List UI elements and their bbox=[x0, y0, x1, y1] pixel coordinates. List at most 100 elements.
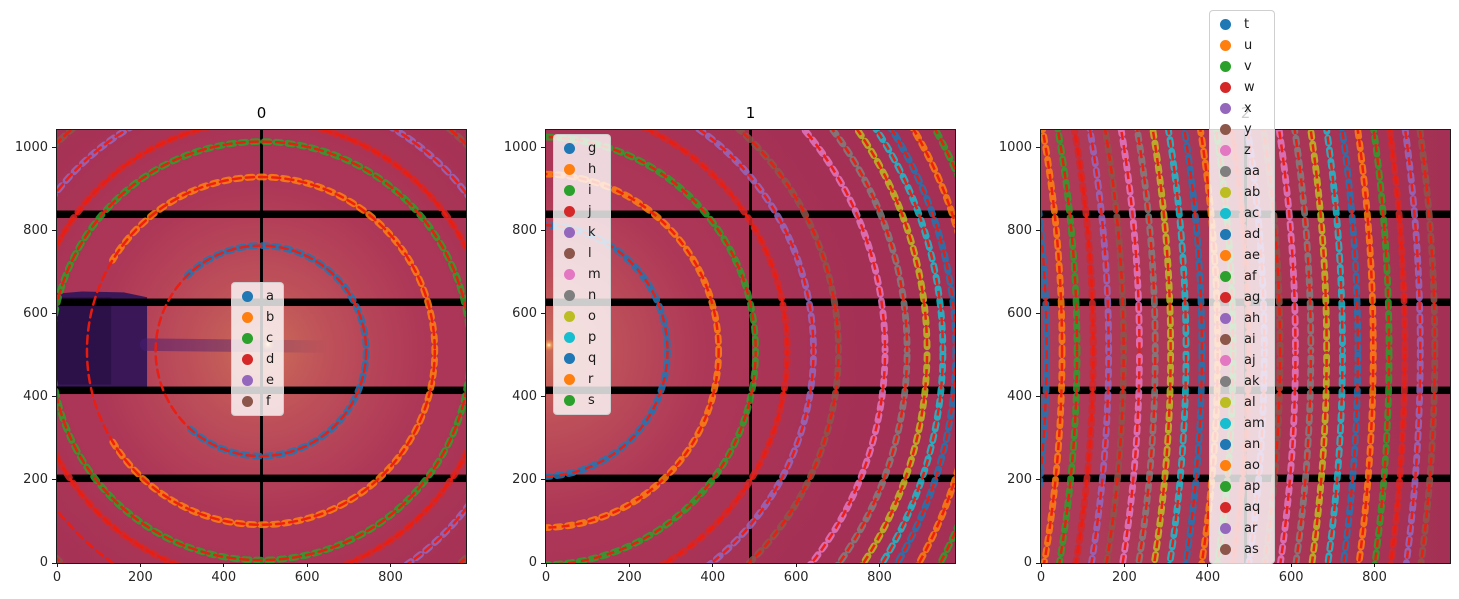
detector-image-panel-1 bbox=[546, 130, 955, 563]
legend-item-label: ak bbox=[1244, 374, 1260, 389]
y-tick-mark bbox=[52, 396, 56, 398]
x-tick-mark bbox=[1040, 563, 1042, 567]
y-tick-label: 400 bbox=[512, 388, 537, 404]
legend-item-as: as bbox=[1210, 539, 1265, 560]
y-tick-mark bbox=[541, 313, 545, 315]
legend-item-label: d bbox=[266, 352, 275, 367]
legend-marker-icon bbox=[564, 290, 575, 301]
x-tick-mark bbox=[1374, 563, 1376, 567]
legend-marker-icon bbox=[1220, 502, 1231, 513]
legend-item-f: f bbox=[232, 391, 274, 412]
y-tick-mark bbox=[52, 562, 56, 564]
y-tick-label: 1000 bbox=[998, 139, 1032, 155]
legend-marker-icon bbox=[1220, 250, 1231, 261]
y-tick-label: 1000 bbox=[14, 139, 48, 155]
y-tick-mark bbox=[1036, 396, 1040, 398]
legend-item-ag: ag bbox=[1210, 287, 1265, 308]
legend-marker-icon bbox=[1220, 61, 1231, 72]
legend-marker-icon bbox=[564, 353, 575, 364]
legend-item-label: u bbox=[1244, 38, 1253, 53]
x-tick-mark bbox=[879, 563, 881, 567]
x-tick-mark bbox=[223, 563, 225, 567]
legend-marker-icon bbox=[1220, 544, 1231, 555]
y-tick-label: 1000 bbox=[503, 139, 537, 155]
legend-marker-icon bbox=[1220, 523, 1231, 534]
legend-item-label: an bbox=[1244, 437, 1261, 452]
x-tick-label: 800 bbox=[867, 570, 892, 585]
legend-marker-icon bbox=[564, 311, 575, 322]
legend-marker-icon bbox=[1220, 439, 1231, 450]
legend-item-an: an bbox=[1210, 434, 1265, 455]
legend-item-label: y bbox=[1244, 122, 1252, 137]
x-tick-label: 200 bbox=[127, 570, 153, 585]
y-tick-mark bbox=[541, 147, 545, 149]
legend-item-d: d bbox=[232, 349, 274, 370]
legend-item-y: y bbox=[1210, 119, 1265, 140]
legend-marker-icon bbox=[564, 248, 575, 259]
legend-item-label: j bbox=[588, 204, 592, 219]
legend-panel-2: t u v w x y z aa ab ac ad ae af ag ah ai aj ak al am an ao ap a… bbox=[1209, 10, 1275, 564]
legend-item-label: z bbox=[1244, 143, 1251, 158]
legend-item-label: b bbox=[266, 310, 275, 325]
y-tick-mark bbox=[1036, 230, 1040, 232]
legend-item-label: ao bbox=[1244, 458, 1260, 473]
y-tick-label: 400 bbox=[1007, 388, 1032, 404]
legend-item-ar: ar bbox=[1210, 518, 1265, 539]
x-tick-mark bbox=[390, 563, 392, 567]
legend-item-l: l bbox=[554, 243, 601, 264]
x-tick-label: 400 bbox=[700, 570, 726, 585]
legend-item-label: ae bbox=[1244, 248, 1260, 263]
x-tick-label: 200 bbox=[616, 570, 642, 585]
legend-item-ad: ad bbox=[1210, 224, 1265, 245]
legend-item-label: s bbox=[588, 393, 595, 408]
legend-marker-icon bbox=[1220, 208, 1231, 219]
y-tick-label: 600 bbox=[512, 305, 537, 321]
legend-marker-icon bbox=[1220, 334, 1231, 345]
legend-item-label: o bbox=[588, 309, 596, 324]
legend-marker-icon bbox=[564, 332, 575, 343]
legend-item-x: x bbox=[1210, 98, 1265, 119]
legend-item-o: o bbox=[554, 306, 601, 327]
x-tick-label: 800 bbox=[1362, 570, 1387, 585]
panel-title: 1 bbox=[745, 104, 756, 122]
legend-item-label: ab bbox=[1244, 185, 1261, 200]
legend-marker-icon bbox=[242, 396, 253, 407]
legend-item-label: q bbox=[588, 351, 597, 366]
legend-item-label: am bbox=[1244, 416, 1265, 431]
legend-item-aq: aq bbox=[1210, 497, 1265, 518]
legend-marker-icon bbox=[242, 354, 253, 365]
legend-item-label: v bbox=[1244, 59, 1252, 74]
legend-marker-icon bbox=[1220, 229, 1231, 240]
legend-item-u: u bbox=[1210, 35, 1265, 56]
y-tick-label: 0 bbox=[528, 555, 537, 570]
legend-item-am: am bbox=[1210, 413, 1265, 434]
x-tick-mark bbox=[545, 563, 547, 567]
legend-item-label: c bbox=[266, 331, 274, 346]
legend-marker-icon bbox=[564, 395, 575, 406]
legend-marker-icon bbox=[1220, 292, 1231, 303]
legend-marker-icon bbox=[1220, 40, 1231, 51]
legend-marker-icon bbox=[1220, 82, 1231, 93]
y-tick-label: 800 bbox=[1007, 222, 1032, 238]
y-tick-mark bbox=[52, 147, 56, 149]
legend-marker-icon bbox=[564, 227, 575, 238]
x-tick-label: 600 bbox=[1278, 570, 1304, 585]
legend-marker-icon bbox=[242, 312, 253, 323]
legend-marker-icon bbox=[1220, 187, 1231, 198]
legend-item-label: ar bbox=[1244, 521, 1258, 536]
x-tick-mark bbox=[306, 563, 308, 567]
legend-item-label: f bbox=[266, 394, 271, 409]
legend-item-label: x bbox=[1244, 101, 1252, 116]
x-tick-label: 400 bbox=[1195, 570, 1221, 585]
y-tick-label: 0 bbox=[1023, 555, 1032, 570]
legend-item-j: j bbox=[554, 201, 601, 222]
legend-item-ah: ah bbox=[1210, 308, 1265, 329]
x-tick-label: 600 bbox=[294, 570, 320, 585]
legend-marker-icon bbox=[1220, 166, 1231, 177]
legend-marker-icon bbox=[1220, 481, 1231, 492]
x-tick-label: 0 bbox=[52, 570, 62, 585]
legend-item-aj: aj bbox=[1210, 350, 1265, 371]
